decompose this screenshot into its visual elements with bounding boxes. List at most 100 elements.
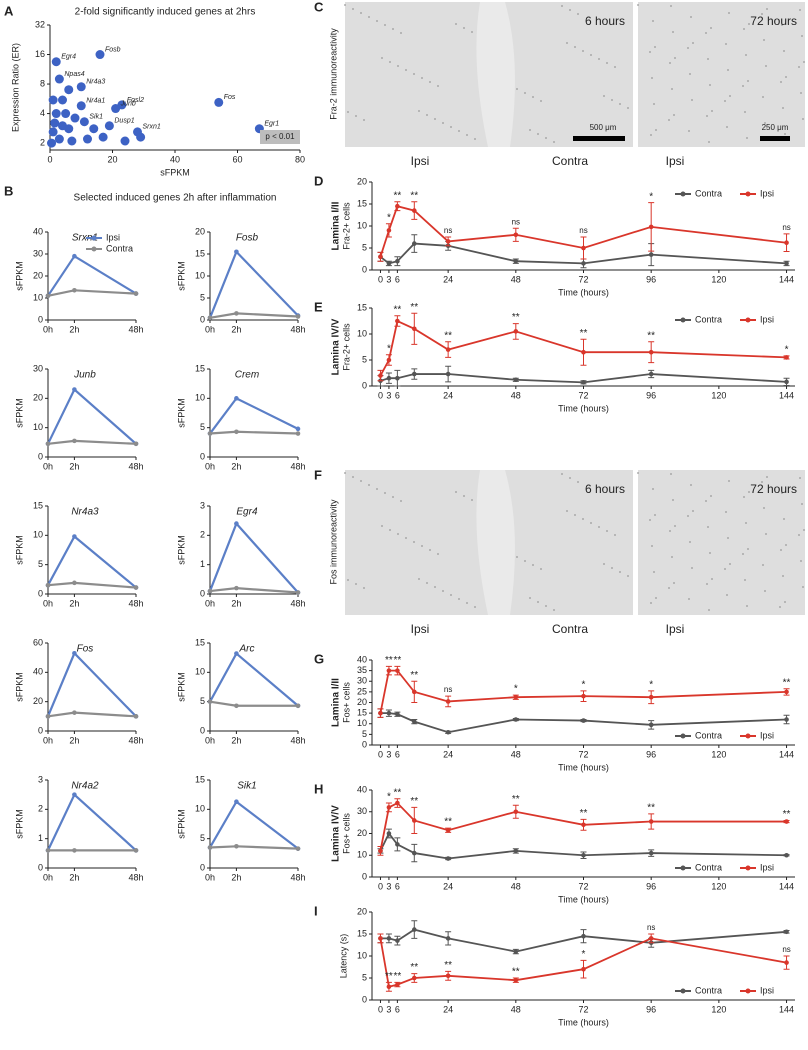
data-point [395, 203, 400, 209]
panel-letter: C [314, 0, 324, 14]
cell-dot [381, 525, 383, 527]
cell-dot [670, 473, 672, 475]
y-tick-label: 0 [362, 871, 367, 881]
cell-dot [727, 537, 729, 539]
micrograph [638, 2, 805, 147]
legend-label: Ipsi [760, 314, 774, 324]
point [76, 82, 86, 92]
y-tick-label: 0 [38, 725, 43, 735]
x-axis-label: Time (hours) [558, 894, 609, 904]
point [95, 50, 105, 60]
point [64, 124, 74, 134]
x-tick-label: 20 [107, 154, 117, 164]
cell-dot [352, 476, 354, 478]
point-label: Fosl2 [127, 97, 144, 104]
cell-dot [363, 587, 365, 589]
data-point [395, 982, 400, 987]
y-tick-label: 10 [33, 422, 43, 432]
significance-label: ns [444, 685, 452, 694]
side-label: Ipsi [666, 622, 685, 636]
data-point [784, 852, 789, 858]
cell-dot [687, 515, 689, 517]
legend-marker [745, 988, 751, 994]
data-point [234, 429, 239, 435]
cell-dot [397, 65, 399, 67]
y-tick-label: 0 [362, 264, 367, 274]
legend-marker [745, 865, 751, 871]
x-tick-label: 6 [395, 749, 400, 759]
significance-label: * [514, 684, 518, 695]
series-line [209, 700, 298, 707]
data-point [234, 799, 239, 805]
legend-label: Ipsi [760, 188, 774, 198]
cell-dot [729, 563, 731, 565]
y-tick-label: 5 [200, 422, 205, 432]
x-tick-label: 2h [69, 324, 79, 334]
panel-letter: A [4, 3, 14, 18]
data-point [133, 585, 139, 590]
significance-label: ns [444, 226, 452, 235]
cell-dot [529, 129, 531, 131]
y-tick-label: 15 [195, 774, 205, 784]
x-tick-label: 72 [578, 881, 588, 891]
cell-dot [532, 564, 534, 566]
data-point [386, 261, 392, 266]
legend-label: Contra [695, 314, 722, 324]
cell-dot [463, 27, 465, 29]
x-tick-label: 96 [646, 390, 656, 400]
cell-dot [540, 100, 542, 102]
cell-dot [637, 472, 639, 474]
x-tick-label: 48 [511, 749, 521, 759]
x-tick-label: 24 [443, 881, 453, 891]
cell-dot [763, 39, 765, 41]
cell-dot [710, 27, 712, 29]
cell-dot [577, 13, 579, 15]
time-label: 72 hours [750, 482, 797, 496]
cell-dot [766, 476, 768, 478]
cell-dot [376, 488, 378, 490]
data-point [386, 831, 392, 836]
significance-label: ** [783, 809, 791, 820]
cell-dot [360, 480, 362, 482]
cell-dot [582, 518, 584, 520]
point [111, 104, 121, 114]
cell-dot [569, 9, 571, 11]
point [98, 132, 108, 142]
x-axis-label: Time (hours) [558, 1017, 609, 1027]
legend-marker [680, 317, 686, 323]
data-point [513, 694, 519, 700]
cell-dot [545, 605, 547, 607]
legend-marker [680, 988, 686, 994]
cell-dot [801, 35, 803, 37]
cell-dot [781, 24, 783, 26]
cell-dot [653, 103, 655, 105]
cell-dot [742, 85, 744, 87]
gene-title: Crem [235, 370, 259, 381]
cell-dot [450, 126, 452, 128]
x-tick-label: 24 [443, 749, 453, 759]
data-point [445, 239, 451, 244]
data-point [581, 693, 586, 699]
data-point [648, 819, 654, 824]
x-tick-label: 2h [69, 598, 79, 608]
y-tick-label: 20 [357, 828, 367, 838]
data-point [581, 822, 586, 828]
cell-dot [619, 571, 621, 573]
y-tick-label: 1 [200, 559, 205, 569]
cell-dot [582, 50, 584, 52]
cell-dot [764, 590, 766, 592]
data-point [648, 722, 654, 728]
cell-dot [743, 28, 745, 30]
y-tick-label: 0 [38, 862, 43, 872]
cell-dot [802, 586, 804, 588]
side-label: Ipsi [411, 622, 430, 636]
x-tick-label: 2h [69, 735, 79, 745]
x-tick-label: 3 [386, 390, 391, 400]
data-point [207, 315, 213, 321]
cell-dot [705, 500, 707, 502]
y-tick-label: 30 [357, 676, 367, 686]
y-tick-label: 15 [195, 637, 205, 647]
y-axis-label: Fos+ cells [341, 813, 351, 854]
scale-label: 500 μm [590, 123, 617, 132]
cell-dot [545, 137, 547, 139]
